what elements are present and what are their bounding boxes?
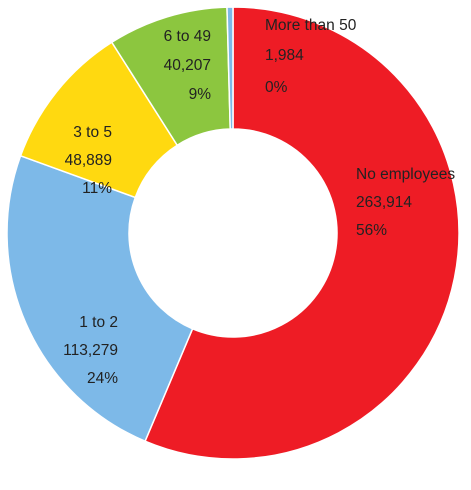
- label-6-to-49-category: 6 to 49: [164, 28, 211, 45]
- label-3-to-5-percent: 11%: [82, 180, 112, 197]
- label-3-to-5-category: 3 to 5: [73, 124, 112, 141]
- label-3-to-5-value: 48,889: [65, 152, 112, 169]
- label-more-than-50-category: More than 50: [265, 17, 357, 34]
- label-no-employees-category: No employees: [356, 166, 455, 183]
- label-1-to-2-value: 113,279: [63, 342, 118, 359]
- slice-1-to-2: [6, 154, 194, 443]
- label-more-than-50-value: 1,984: [265, 47, 304, 64]
- label-6-to-49-percent: 9%: [189, 86, 212, 103]
- slice-no-employees: [144, 6, 460, 460]
- slice-more-than-50: [226, 6, 234, 130]
- label-1-to-2-category: 1 to 2: [79, 314, 118, 331]
- label-no-employees-percent: 56%: [356, 222, 387, 239]
- label-no-employees-value: 263,914: [356, 194, 412, 211]
- label-more-than-50-percent: 0%: [265, 79, 288, 96]
- label-6-to-49-value: 40,207: [164, 57, 211, 74]
- donut-slices: [6, 6, 460, 460]
- label-1-to-2-percent: 24%: [87, 370, 118, 387]
- slice-labels: No employees 263,914 56% 1 to 2 113,279 …: [63, 17, 455, 387]
